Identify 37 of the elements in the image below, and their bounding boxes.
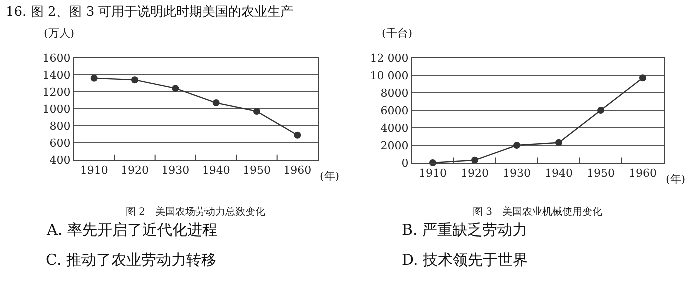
x-tick-label: 1920 [461,167,489,180]
x-tick-label: 1910 [419,167,447,180]
text: 图 3 美国农业机械使用变化 [473,206,603,218]
y-tick-label: 10 000 [370,69,409,82]
x-tick-label: 1930 [503,167,531,180]
y-tick-label: 4000 [380,122,409,135]
text: D. 技术领先于世界 [402,251,528,269]
y-tick-label: 1400 [42,68,71,82]
y-tick-label: 400 [50,154,71,167]
x-tick-label: 1960 [284,164,312,178]
x-tick-label: 1940 [545,167,573,180]
y-tick-label: 1200 [42,86,71,99]
y-tick-label: 8000 [380,86,409,100]
y-tick-label: 600 [50,136,71,150]
text: 16. 图 2、图 3 可用于说明此时期美国的农业生产 [6,4,294,20]
x-axis-title: (年) [666,173,686,186]
y-axis-title: (万人) [44,27,75,40]
text: 图 2 美国农场劳动力总数变化 [126,206,266,218]
y-axis-title: (千台) [382,27,413,40]
x-tick-label: 1950 [243,164,271,178]
y-tick-label: 1600 [42,52,71,65]
x-tick-label: 1930 [162,164,190,178]
y-tick-label: 1000 [42,102,71,116]
y-tick-label: 800 [50,120,71,133]
x-tick-label: 1910 [80,164,108,178]
x-tick-label: 1940 [202,164,230,178]
text: C. 推动了农业劳动力转移 [46,251,216,269]
y-tick-label: 0 [402,156,409,170]
x-axis-title: (年) [320,170,340,183]
x-tick-label: 1960 [629,167,657,180]
text: B. 严重缺乏劳动力 [402,221,528,239]
y-tick-label: 6000 [380,104,409,118]
x-tick-label: 1920 [121,164,149,178]
y-tick-label: 2000 [380,139,409,152]
y-tick-label: 12 000 [370,52,409,65]
text: A. 率先开启了近代化进程 [46,221,218,239]
x-tick-label: 1950 [587,167,615,180]
